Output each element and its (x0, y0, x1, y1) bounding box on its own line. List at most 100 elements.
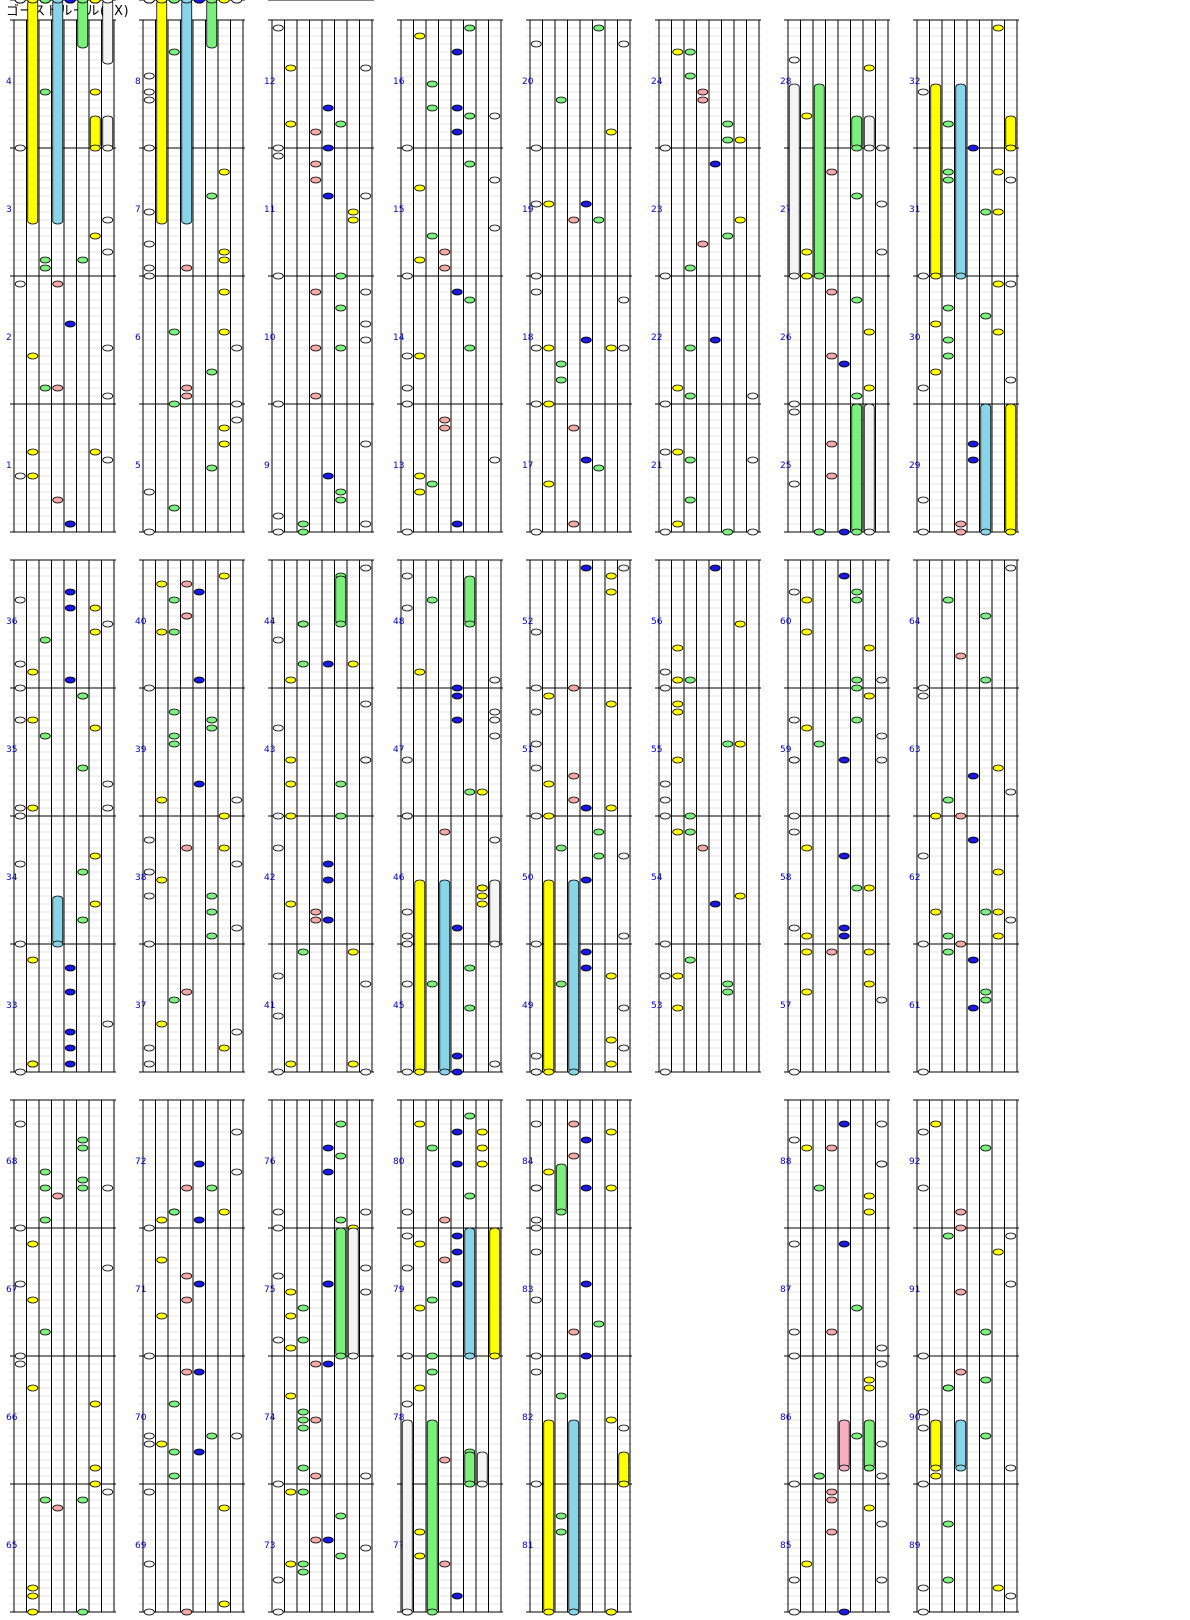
tap-note (272, 724, 284, 732)
tap-note (168, 740, 180, 748)
tap-note (401, 980, 413, 988)
tap-note (89, 1400, 101, 1408)
tap-note (401, 528, 413, 536)
tap-note (426, 1368, 438, 1376)
tap-note (206, 932, 218, 940)
tap-note (310, 288, 322, 296)
tap-note (580, 964, 592, 972)
tap-note (439, 1560, 451, 1568)
tap-note (801, 112, 813, 120)
tap-note (272, 844, 284, 852)
tap-note (89, 1464, 101, 1472)
measure-number: 52 (522, 617, 533, 627)
measure-number: 95 (6, 0, 17, 3)
tap-note (272, 144, 284, 152)
tap-note (206, 464, 218, 472)
tap-note (360, 1264, 372, 1272)
tap-note (530, 1480, 542, 1488)
tap-note (942, 932, 954, 940)
tap-note (297, 660, 309, 668)
tap-note (64, 320, 76, 328)
long-note (401, 1419, 413, 1613)
tap-note (876, 1576, 888, 1584)
tap-note (992, 868, 1004, 876)
tap-note (102, 1264, 114, 1272)
tap-note (618, 852, 630, 860)
tap-note (451, 104, 463, 112)
tap-note (335, 496, 347, 504)
measure-number: 10 (264, 333, 276, 343)
tap-note (580, 804, 592, 812)
long-note-head (102, 0, 114, 4)
tap-note (27, 1060, 39, 1068)
tap-note (801, 988, 813, 996)
tap-note (580, 1280, 592, 1288)
tap-note (980, 312, 992, 320)
long-note-head (930, 272, 942, 280)
measure-number: 87 (780, 1285, 791, 1295)
tap-note (414, 1240, 426, 1248)
long-note-head (89, 144, 101, 152)
tap-note (992, 328, 1004, 336)
tap-note (14, 860, 26, 868)
tap-note (335, 1152, 347, 1160)
tap-note (77, 256, 89, 264)
tap-note (335, 120, 347, 128)
tap-note (530, 40, 542, 48)
measure-number: 19 (522, 205, 534, 215)
tap-note (801, 272, 813, 280)
tap-note (14, 1224, 26, 1232)
tap-note (360, 288, 372, 296)
tap-note (684, 496, 696, 504)
tap-note (401, 1352, 413, 1360)
tap-note (231, 1028, 243, 1036)
tap-note (102, 780, 114, 788)
tap-note (672, 644, 684, 652)
tap-note (684, 812, 696, 820)
measure-number: 27 (780, 205, 791, 215)
tap-note (684, 956, 696, 964)
tap-note (347, 660, 359, 668)
tap-note (967, 772, 979, 780)
tap-note (684, 48, 696, 56)
tap-note (801, 248, 813, 256)
tap-note (218, 0, 230, 4)
tap-note (181, 1272, 193, 1280)
long-note-head (464, 620, 476, 628)
tap-note (917, 1184, 929, 1192)
long-note-head (568, 1608, 580, 1616)
long-note-head (851, 528, 863, 536)
tap-note (530, 740, 542, 748)
tap-note (231, 1432, 243, 1440)
tap-note (335, 1552, 347, 1560)
long-note (335, 1227, 347, 1357)
tap-note (14, 812, 26, 820)
tap-note (14, 596, 26, 604)
measure-number: 36 (6, 617, 18, 627)
tap-note (401, 1232, 413, 1240)
tap-note (231, 924, 243, 932)
tap-note (863, 980, 875, 988)
tap-note (530, 1248, 542, 1256)
measure-number: 45 (393, 1001, 404, 1011)
tap-note (401, 1208, 413, 1216)
tap-note (52, 280, 64, 288)
tap-note (530, 1368, 542, 1376)
tap-note (439, 264, 451, 272)
measure-number: 91 (909, 1285, 920, 1295)
tap-note (530, 528, 542, 536)
tap-note (143, 892, 155, 900)
tap-note (285, 1060, 297, 1068)
tap-note (863, 884, 875, 892)
tap-note (476, 892, 488, 900)
tap-note (39, 384, 51, 392)
tap-note (414, 1528, 426, 1536)
tap-note (14, 1360, 26, 1368)
tap-note (593, 24, 605, 32)
tap-note (193, 0, 205, 4)
tap-note (401, 756, 413, 764)
tap-note (39, 1168, 51, 1176)
tap-note (917, 1352, 929, 1360)
tap-note (143, 240, 155, 248)
tap-note (77, 916, 89, 924)
